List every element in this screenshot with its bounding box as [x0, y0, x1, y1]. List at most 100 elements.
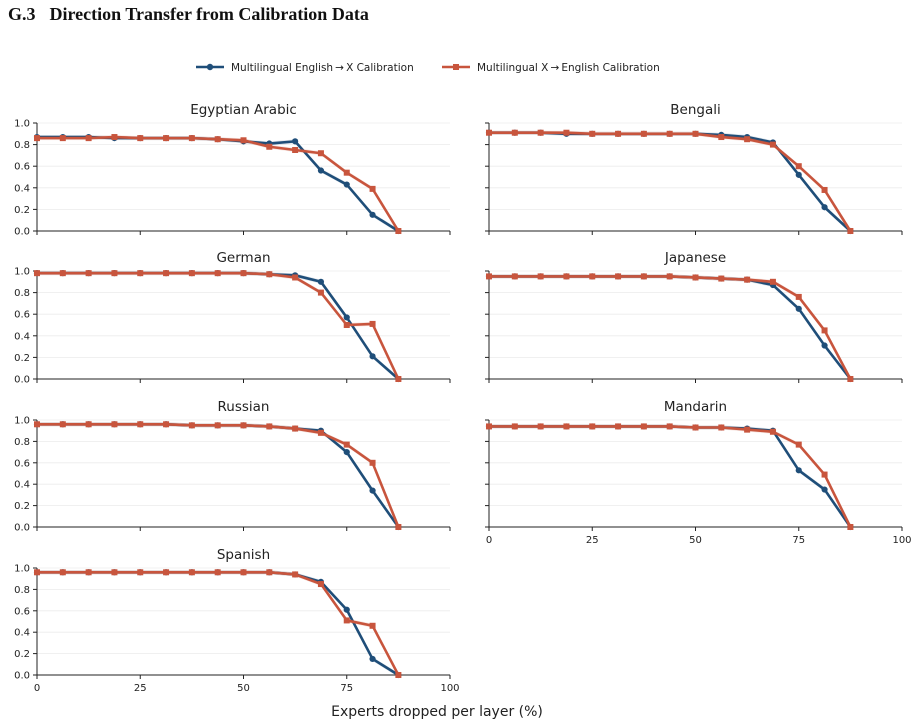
data-point [137, 270, 144, 277]
x-tick-label: 75 [340, 683, 353, 694]
data-point [821, 327, 828, 334]
data-point [563, 129, 570, 136]
data-point [369, 353, 376, 360]
x-tick-label: 50 [689, 535, 702, 546]
data-point [292, 138, 299, 145]
data-point [666, 130, 673, 137]
data-point [369, 211, 376, 218]
x-tick-label: 25 [586, 535, 599, 546]
panel-egyptian-arabic: Egyptian Arabic 0.0 0.2 0.4 0.6 0.8 1.0 [14, 102, 451, 238]
data-point [317, 581, 324, 588]
data-point [163, 421, 170, 428]
data-point [292, 425, 299, 432]
y-tick-label: 0.0 [14, 227, 30, 238]
data-point [266, 271, 273, 278]
data-point [795, 441, 802, 448]
legend-marker [206, 63, 214, 71]
series-line [37, 570, 400, 676]
data-point [34, 135, 40, 142]
data-point [511, 423, 518, 430]
data-point [821, 342, 828, 349]
data-point [163, 270, 170, 277]
data-point [718, 275, 725, 282]
data-point [847, 524, 854, 530]
data-point [486, 423, 492, 430]
series-line [489, 131, 852, 232]
data-point [563, 423, 570, 430]
panel-title: Japanese [664, 250, 726, 266]
series-line [489, 275, 852, 380]
data-point [744, 136, 751, 143]
panel-title: German [216, 250, 270, 266]
data-point [214, 422, 221, 429]
data-point [511, 129, 518, 136]
series-band [489, 424, 851, 529]
data-point [615, 273, 622, 280]
y-tick-label: 0.8 [14, 585, 30, 596]
data-point [59, 569, 66, 576]
y-tick-label: 0.0 [14, 375, 30, 386]
data-point [59, 135, 66, 142]
data-point [85, 569, 92, 576]
data-point [111, 134, 118, 141]
data-point [343, 322, 350, 328]
data-point [343, 441, 350, 448]
data-point [369, 622, 376, 629]
data-point [615, 423, 622, 430]
y-tick-label: 0.8 [14, 288, 30, 299]
data-point [137, 135, 144, 142]
data-point [640, 423, 647, 430]
series-band [489, 274, 851, 381]
data-point [718, 134, 725, 141]
data-point [163, 135, 170, 142]
data-point [111, 270, 118, 277]
data-point [795, 305, 802, 312]
data-point [111, 569, 118, 576]
data-point [395, 672, 402, 678]
y-tick-label: 0.2 [14, 353, 30, 364]
x-tick-label: 0 [486, 535, 492, 546]
data-point [188, 270, 195, 277]
series-band [489, 130, 851, 233]
data-point [744, 426, 751, 433]
y-tick-label: 0.4 [14, 480, 30, 491]
data-point [369, 459, 376, 466]
x-tick-label: 100 [892, 535, 911, 546]
series-band [489, 274, 851, 381]
data-point [317, 278, 325, 285]
data-point [317, 289, 324, 296]
panel-japanese: Japanese [485, 250, 903, 383]
data-point [214, 136, 221, 143]
series-band [37, 570, 399, 677]
panel-title: Bengali [670, 102, 720, 118]
data-point [769, 141, 776, 148]
y-tick-label: 0.6 [14, 458, 30, 469]
data-point [692, 130, 699, 137]
legend: Multilingual English → X Calibration Mult… [196, 62, 660, 74]
panel-title: Mandarin [664, 399, 727, 415]
y-tick-label: 0.4 [14, 183, 30, 194]
data-point [85, 421, 92, 428]
data-point [692, 274, 699, 281]
data-point [317, 429, 324, 436]
y-tick-label: 0.6 [14, 606, 30, 617]
data-point [343, 314, 350, 321]
y-tick-label: 0.2 [14, 501, 30, 512]
data-point [369, 185, 376, 192]
data-point [292, 274, 299, 281]
data-point [34, 270, 40, 277]
data-point [111, 421, 118, 428]
data-point [188, 135, 195, 142]
y-tick-label: 0.4 [14, 628, 30, 639]
data-point [369, 320, 376, 327]
series-line [37, 570, 400, 677]
data-point [343, 606, 350, 613]
data-point [188, 422, 195, 429]
data-point [847, 228, 854, 234]
series-line [37, 422, 400, 528]
x-tick-label: 25 [134, 683, 147, 694]
data-point [137, 421, 144, 428]
data-point [292, 571, 299, 578]
data-point [369, 487, 376, 494]
data-point [395, 376, 402, 382]
